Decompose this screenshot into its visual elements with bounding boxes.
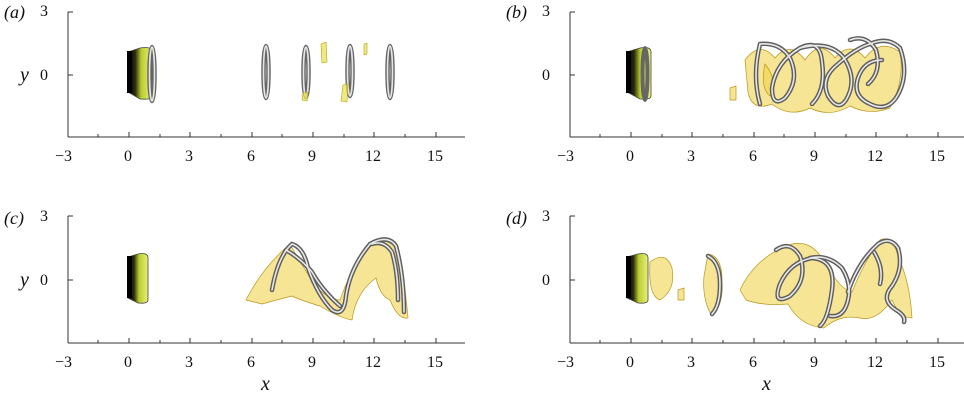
x-ticks-c xyxy=(67,338,437,343)
x-tick-label: 0 xyxy=(124,148,132,165)
y-axis-label-c: y xyxy=(18,269,29,291)
x-tick-label: 0 xyxy=(626,354,634,371)
x-tick-label: 6 xyxy=(749,354,757,371)
x-tick-label: 3 xyxy=(185,354,193,371)
panel-label-d: (d) xyxy=(506,208,527,229)
y-tick-label: 0 xyxy=(40,67,48,84)
x-tick-label: −3 xyxy=(557,148,574,165)
panel-c: (c) y x 3 0 −3 0 3 6 9 12 15 xyxy=(4,208,465,395)
x-tick-label: 6 xyxy=(247,148,255,165)
x-tick-label: −3 xyxy=(55,354,72,371)
panel-label-c: (c) xyxy=(4,208,24,229)
x-tick-label: 9 xyxy=(810,354,818,371)
x-tick-label: 6 xyxy=(749,148,757,165)
panel-d: (d) x 3 0 −3 0 3 6 9 12 15 xyxy=(506,208,964,395)
x-tick-label: 15 xyxy=(929,354,945,371)
x-tick-label: 6 xyxy=(247,354,255,371)
vortex-filament-highlight xyxy=(271,238,405,313)
y-ticks-a xyxy=(68,11,73,76)
panel-label-b: (b) xyxy=(506,2,527,23)
y-tick-label: 3 xyxy=(542,208,550,225)
x-axis-label-c: x xyxy=(260,373,270,395)
y-axis-label-a: y xyxy=(18,64,29,86)
x-tick-label: 0 xyxy=(124,354,132,371)
vortex-ring xyxy=(640,46,650,102)
x-ticks-a xyxy=(67,132,437,137)
vortex-ring xyxy=(147,43,395,104)
x-tick-label: 9 xyxy=(308,354,316,371)
y-tick-label: 3 xyxy=(542,3,550,20)
isosurface xyxy=(301,41,368,103)
x-tick-label: 9 xyxy=(308,148,316,165)
vortex-filament-highlight xyxy=(755,37,905,108)
x-tick-label: 9 xyxy=(810,148,818,165)
x-tick-label: 3 xyxy=(687,148,695,165)
y-tick-label: 0 xyxy=(542,272,550,289)
y-ticks-c xyxy=(68,215,73,281)
x-tick-label: −3 xyxy=(557,354,574,371)
x-tick-label: 3 xyxy=(687,354,695,371)
x-tick-label: −3 xyxy=(55,148,72,165)
x-ticks-d xyxy=(569,338,939,343)
y-tick-label: 0 xyxy=(542,67,550,84)
x-tick-label: 12 xyxy=(365,148,381,165)
x-tick-label: 12 xyxy=(867,148,883,165)
disk xyxy=(626,253,649,304)
panel-label-a: (a) xyxy=(4,2,25,23)
x-tick-label: 3 xyxy=(185,148,193,165)
x-tick-label: 15 xyxy=(427,354,443,371)
vortex-filament-highlight xyxy=(707,240,906,327)
x-tick-label: 15 xyxy=(929,148,945,165)
y-ticks-b xyxy=(570,11,575,76)
disk xyxy=(127,253,149,304)
vortex-ring-highlight xyxy=(148,45,394,102)
y-tick-label: 0 xyxy=(40,272,48,289)
x-tick-label: 15 xyxy=(427,148,443,165)
y-tick-label: 3 xyxy=(40,3,48,20)
x-ticks-b xyxy=(569,132,939,137)
x-tick-label: 0 xyxy=(626,148,634,165)
panel-b: (b) 3 0 −3 0 3 6 9 12 15 xyxy=(506,2,964,165)
x-axis-label-d: x xyxy=(761,373,771,395)
y-ticks-d xyxy=(570,215,575,281)
y-tick-label: 3 xyxy=(40,208,48,225)
isosurface xyxy=(245,240,409,321)
panel-a: (a) y 3 0 −3 0 3 6 9 12 15 xyxy=(4,2,465,165)
x-tick-label: 12 xyxy=(365,354,381,371)
x-tick-label: 12 xyxy=(867,354,883,371)
